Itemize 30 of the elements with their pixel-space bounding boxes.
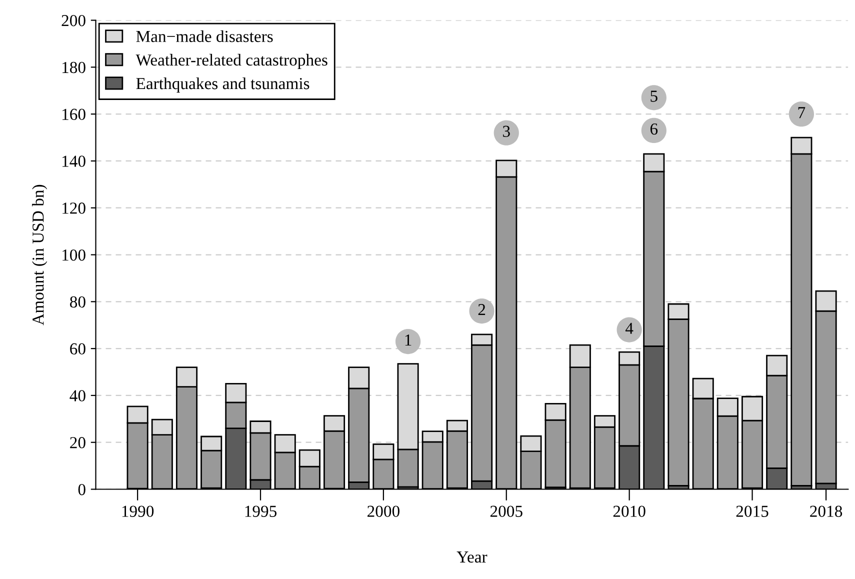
y-tick-label: 60: [70, 343, 86, 355]
y-tick-label: 200: [62, 14, 86, 26]
legend-label: Weather-related catastrophes: [136, 54, 328, 70]
y-tick-label: 0: [78, 484, 86, 496]
y-tick-label: 140: [62, 156, 86, 167]
annotation: 5: [650, 90, 658, 102]
annotation: 6: [650, 123, 658, 135]
annotation: 3: [503, 126, 510, 137]
legend-label: Man−made disasters: [136, 30, 273, 42]
annotation: 7: [798, 107, 806, 118]
y-tick-label: 100: [62, 249, 86, 261]
x-tick-label: 1990: [122, 506, 154, 517]
annotation: 1: [405, 334, 412, 346]
y-axis-title: Amount (in USD bn): [32, 184, 48, 326]
x-tick-label: 2005: [490, 506, 522, 517]
x-tick-label: 2018: [810, 506, 842, 517]
y-tick-label: 80: [70, 296, 86, 308]
x-tick-label: 2010: [613, 506, 646, 517]
y-tick-label: 120: [62, 202, 86, 214]
y-tick-label: 180: [62, 62, 86, 74]
y-tick-label: 160: [62, 108, 86, 120]
x-axis-title: Year: [456, 552, 488, 563]
y-tick-label: 40: [70, 390, 86, 402]
legend-label: Earthquakes and tsunamis: [136, 77, 310, 93]
x-tick-label: 2015: [736, 506, 768, 517]
y-tick-label: 20: [70, 437, 86, 448]
x-tick-label: 1995: [245, 506, 277, 517]
annotation: 2: [478, 304, 486, 316]
annotation: 4: [625, 322, 634, 334]
x-tick-label: 2000: [368, 506, 400, 517]
